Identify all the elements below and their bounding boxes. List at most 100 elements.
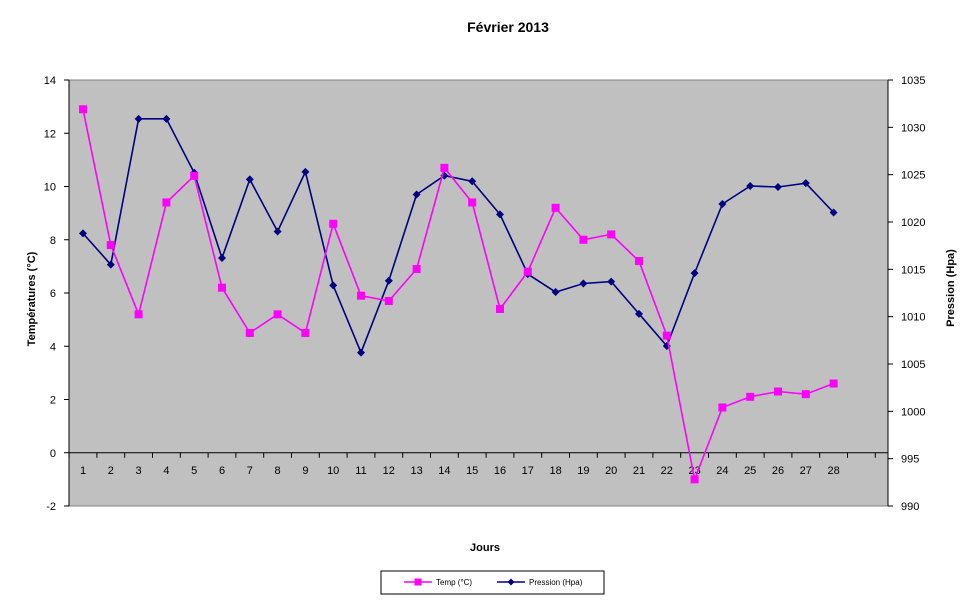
y-right-tick-label: 990 xyxy=(901,501,919,513)
data-point xyxy=(357,348,365,357)
y-left-tick-label: 6 xyxy=(50,288,56,300)
y-right-tick-label: 1000 xyxy=(901,406,925,418)
y-left-tick-label: 4 xyxy=(50,341,56,353)
x-tick-label: 13 xyxy=(410,465,422,477)
x-tick-label: 17 xyxy=(522,465,534,477)
data-point xyxy=(134,114,143,123)
data-point xyxy=(801,390,810,399)
data-point xyxy=(662,331,671,340)
x-tick-label: 21 xyxy=(633,465,645,477)
data-point xyxy=(106,260,115,269)
data-point xyxy=(523,267,532,276)
data-point xyxy=(273,310,282,319)
data-point xyxy=(412,190,421,199)
x-tick-label: 19 xyxy=(577,465,589,477)
data-point xyxy=(607,277,616,286)
x-tick-label: 10 xyxy=(327,465,339,477)
x-tick-label: 26 xyxy=(772,465,784,477)
x-tick-label: 16 xyxy=(494,465,506,477)
x-tick-label: 9 xyxy=(302,465,308,477)
legend: Temp (°C) Pression (Hpa) xyxy=(380,570,605,595)
x-axis-title: Jours xyxy=(470,542,500,554)
series-line xyxy=(82,118,835,355)
legend-marker xyxy=(507,578,515,586)
tick-labels: -202468101214990995100010051010101510201… xyxy=(44,75,926,513)
data-point xyxy=(384,296,393,305)
x-tick-label: 8 xyxy=(275,465,281,477)
legend-marker xyxy=(414,578,422,586)
legend-label: Temp (°C) xyxy=(436,578,472,587)
data-point xyxy=(468,198,477,207)
y-left-tick-label: 14 xyxy=(44,75,56,87)
x-tick-label: 7 xyxy=(247,465,253,477)
x-tick-label: 3 xyxy=(136,465,142,477)
x-tick-label: 1 xyxy=(80,465,86,477)
x-tick-label: 12 xyxy=(383,465,395,477)
x-tick-label: 27 xyxy=(800,465,812,477)
chart-title: Février 2013 xyxy=(467,19,549,35)
data-point xyxy=(218,253,226,262)
data-point xyxy=(162,198,171,207)
data-point xyxy=(468,177,477,186)
data-point xyxy=(162,114,171,123)
y-right-tick-label: 1015 xyxy=(901,264,925,276)
data-point xyxy=(79,229,87,238)
y-axis-right-title: Pression (Hpa) xyxy=(945,249,957,327)
axes xyxy=(64,79,893,507)
data-point xyxy=(607,230,616,239)
data-point xyxy=(245,328,254,337)
y-right-tick-label: 995 xyxy=(901,454,919,466)
data-point xyxy=(746,392,755,401)
data-point xyxy=(106,241,115,250)
y-right-tick-label: 1025 xyxy=(901,170,925,182)
y-right-tick-label: 1030 xyxy=(901,122,925,134)
data-point xyxy=(579,235,588,244)
data-point xyxy=(635,309,643,318)
data-point xyxy=(801,179,810,188)
data-point xyxy=(829,379,838,388)
data-point xyxy=(690,475,699,484)
x-tick-label: 22 xyxy=(661,465,673,477)
data-point xyxy=(774,387,782,396)
x-tick-label: 15 xyxy=(466,465,478,477)
data-point xyxy=(690,269,699,278)
plot-area xyxy=(68,79,889,507)
data-point xyxy=(329,281,338,290)
x-tick-label: 4 xyxy=(163,465,169,477)
x-tick-label: 11 xyxy=(355,465,366,477)
data-point xyxy=(579,279,588,288)
data-point xyxy=(551,203,560,212)
data-point xyxy=(746,182,755,191)
data-point xyxy=(245,175,254,184)
y-right-tick-label: 1020 xyxy=(901,217,925,229)
data-point xyxy=(774,182,782,191)
data-point xyxy=(440,163,449,172)
x-tick-label: 28 xyxy=(827,465,839,477)
y-right-tick-label: 1035 xyxy=(901,75,925,87)
x-tick-label: 24 xyxy=(716,465,728,477)
data-point xyxy=(357,291,365,300)
x-tick-label: 20 xyxy=(605,465,617,477)
x-tick-label: 2 xyxy=(108,465,114,477)
data-point xyxy=(412,265,421,274)
y-left-tick-label: 8 xyxy=(50,235,56,247)
data-point xyxy=(301,167,310,176)
y-left-tick-label: 2 xyxy=(50,395,56,407)
y-right-tick-label: 1010 xyxy=(901,312,925,324)
data-point xyxy=(190,171,199,180)
data-point xyxy=(496,210,504,219)
y-axis-left-title: Températures (°C) xyxy=(26,251,38,346)
data-point xyxy=(635,257,643,266)
x-tick-label: 6 xyxy=(219,465,225,477)
data-point xyxy=(218,283,226,292)
data-point xyxy=(829,208,838,217)
data-point xyxy=(551,288,560,297)
y-left-tick-label: -2 xyxy=(46,501,56,513)
data-point xyxy=(718,403,727,412)
series-line xyxy=(82,109,834,483)
x-tick-label: 14 xyxy=(438,465,450,477)
x-tick-label: 5 xyxy=(191,465,197,477)
series-layer xyxy=(79,105,838,484)
data-point xyxy=(134,310,143,319)
